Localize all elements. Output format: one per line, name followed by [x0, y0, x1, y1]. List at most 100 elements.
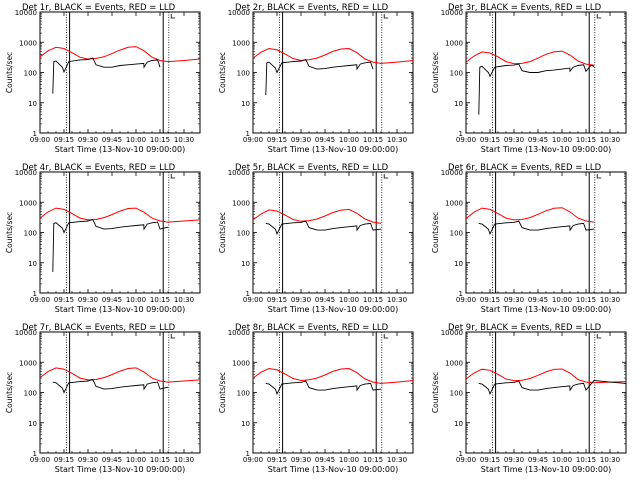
y-tick-label: 100: [24, 230, 37, 238]
y-tick-label: 1: [459, 450, 463, 458]
detector-panel-8: Det 8r, BLACK = Events, RED = LLD 1 10 100 1…: [218, 323, 414, 474]
y-tick-label: 1: [246, 450, 250, 458]
y-tick-label: 1: [33, 130, 37, 138]
y-tick-label: 10: [28, 420, 37, 428]
x-axis-label: Start Time (13-Nov-10 09:00:00): [268, 465, 398, 474]
y-tick-label: 100: [24, 70, 37, 78]
x-tick-label: 09:15: [54, 296, 74, 304]
series-line-events: [478, 380, 627, 396]
y-tick-label: 1000: [232, 359, 250, 367]
x-tick-label: 09:45: [102, 136, 122, 144]
y-tick-label: 10000: [15, 329, 37, 337]
x-tick-label: 10:00: [552, 456, 572, 464]
x-axis-label: Start Time (13-Nov-10 09:00:00): [481, 145, 611, 154]
y-axis-label: Counts/sec: [431, 372, 440, 413]
y-tick-label: 10: [454, 420, 463, 428]
x-tick-label: 09:30: [504, 136, 524, 144]
y-axis-label: Counts/sec: [218, 212, 227, 253]
y-tick-label: 100: [24, 390, 37, 398]
x-tick-label: 09:45: [315, 136, 335, 144]
y-axis-label: Counts/sec: [218, 372, 227, 413]
y-axis-label: Counts/sec: [5, 52, 14, 93]
series-line-lld: [252, 47, 414, 64]
bracket-mark: [383, 174, 389, 179]
x-tick-label: 09:45: [528, 296, 548, 304]
y-tick-label: 100: [450, 70, 463, 78]
detector-panel-9: Det 9r, BLACK = Events, RED = LLD 1 10 100 1…: [431, 323, 627, 474]
x-tick-label: 09:00: [30, 456, 50, 464]
x-tick-label: 10:15: [576, 456, 596, 464]
panel-title: Det 4r, BLACK = Events, RED = LLD: [22, 163, 176, 173]
y-tick-label: 10000: [441, 329, 463, 337]
bracket-mark: [170, 14, 176, 19]
panel-title: Det 5r, BLACK = Events, RED = LLD: [235, 163, 389, 173]
x-tick-label: 10:30: [174, 136, 194, 144]
detector-panel-1: Det 1r, BLACK = Events, RED = LLD 1 10 100 1…: [5, 3, 201, 154]
detector-panel-3: Det 3r, BLACK = Events, RED = LLD 1 10 100 1…: [431, 3, 627, 154]
x-tick-label: 09:00: [243, 456, 263, 464]
series-line-lld: [39, 367, 201, 383]
x-axis-label: Start Time (13-Nov-10 09:00:00): [481, 465, 611, 474]
x-tick-label: 09:45: [528, 136, 548, 144]
detector-panel-7: Det 7r, BLACK = Events, RED = LLD 1 10 100 1…: [5, 323, 201, 474]
y-axis-label: Counts/sec: [431, 212, 440, 253]
y-tick-label: 10: [454, 100, 463, 108]
x-tick-label: 10:00: [552, 136, 572, 144]
y-tick-label: 10000: [441, 9, 463, 17]
x-tick-label: 09:00: [30, 136, 50, 144]
bracket-mark: [596, 334, 602, 339]
x-tick-label: 09:15: [267, 296, 287, 304]
x-tick-label: 10:15: [576, 136, 596, 144]
y-tick-label: 1000: [19, 359, 37, 367]
x-tick-label: 09:15: [480, 136, 500, 144]
bracket-mark: [383, 14, 389, 19]
x-tick-label: 09:45: [315, 296, 335, 304]
series-line-lld: [252, 208, 382, 224]
x-tick-label: 09:30: [291, 136, 311, 144]
y-axis-label: Counts/sec: [431, 52, 440, 93]
series-line-events: [265, 220, 382, 236]
x-tick-label: 10:15: [576, 296, 596, 304]
bracket-mark: [170, 334, 176, 339]
y-axis-label: Counts/sec: [218, 52, 227, 93]
y-tick-label: 10000: [228, 9, 250, 17]
series-line-events: [478, 63, 595, 115]
x-tick-label: 09:30: [78, 136, 98, 144]
series-line-events: [265, 58, 374, 96]
y-tick-label: 100: [237, 390, 250, 398]
y-tick-label: 10: [28, 260, 37, 268]
x-tick-label: 10:00: [552, 296, 572, 304]
y-axis-label: Counts/sec: [5, 372, 14, 413]
x-tick-label: 09:30: [78, 456, 98, 464]
x-tick-label: 10:15: [150, 456, 170, 464]
y-tick-label: 100: [450, 230, 463, 238]
series-line-lld: [465, 368, 627, 384]
panel-title: Det 9r, BLACK = Events, RED = LLD: [448, 323, 602, 333]
series-line-lld: [465, 207, 595, 223]
detector-panel-2: Det 2r, BLACK = Events, RED = LLD 1 10 100 1…: [218, 3, 414, 154]
bracket-mark: [383, 334, 389, 339]
y-tick-label: 10000: [228, 169, 250, 177]
x-axis-label: Start Time (13-Nov-10 09:00:00): [481, 305, 611, 314]
y-tick-label: 10000: [15, 169, 37, 177]
bracket-mark: [170, 174, 176, 179]
y-tick-label: 10000: [228, 329, 250, 337]
x-tick-label: 10:15: [363, 456, 383, 464]
x-tick-label: 10:30: [600, 456, 620, 464]
panel-title: Det 7r, BLACK = Events, RED = LLD: [22, 323, 176, 333]
y-tick-label: 1: [246, 290, 250, 298]
plot-frame: [465, 11, 627, 134]
x-tick-label: 09:45: [315, 456, 335, 464]
series-line-events: [52, 57, 161, 94]
x-tick-label: 09:30: [504, 456, 524, 464]
x-tick-label: 09:15: [480, 296, 500, 304]
series-line-events: [52, 218, 169, 272]
x-tick-label: 10:00: [339, 456, 359, 464]
x-tick-label: 09:15: [267, 136, 287, 144]
panel-title: Det 8r, BLACK = Events, RED = LLD: [235, 323, 389, 333]
y-tick-label: 1000: [232, 39, 250, 47]
x-tick-label: 09:00: [243, 296, 263, 304]
x-tick-label: 10:15: [150, 296, 170, 304]
series-line-events: [52, 378, 169, 394]
x-tick-label: 10:00: [126, 296, 146, 304]
